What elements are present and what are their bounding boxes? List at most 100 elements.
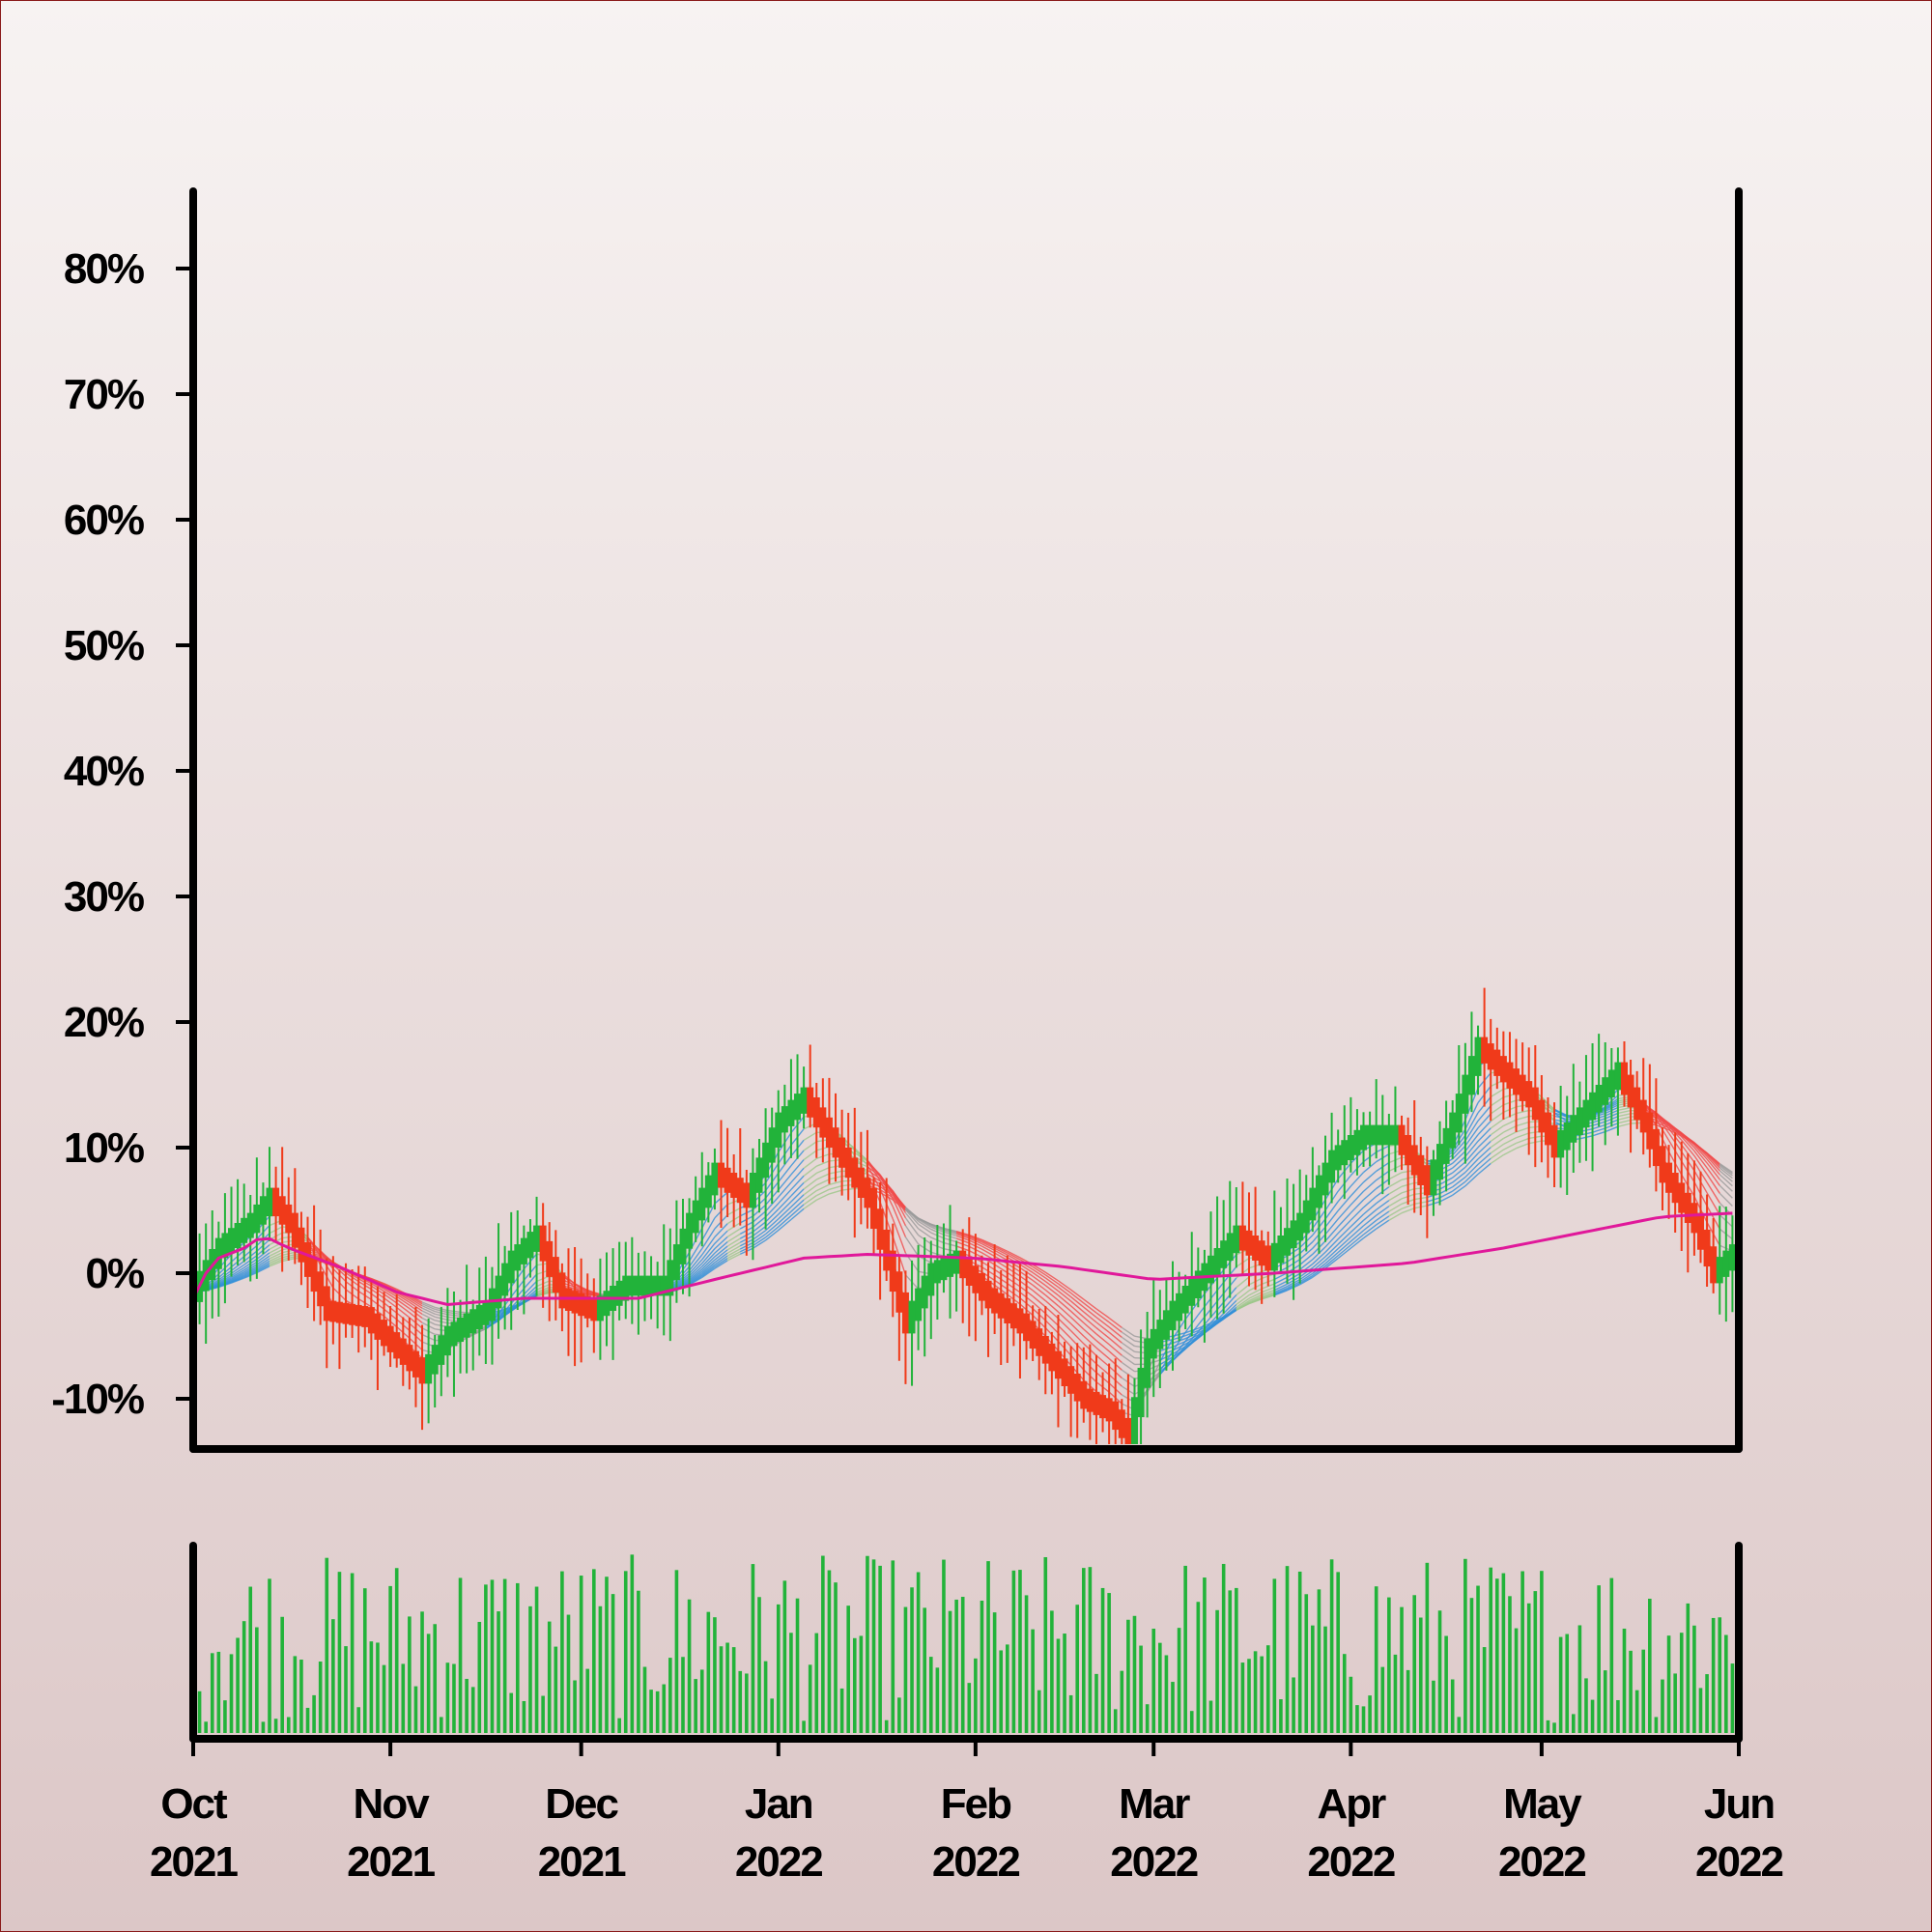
volume-bar xyxy=(770,1698,774,1733)
candle-body xyxy=(367,1307,375,1334)
candle-body xyxy=(425,1353,433,1384)
candle-body xyxy=(418,1357,426,1384)
ma-ribbon-segment xyxy=(421,1301,436,1309)
ma-ribbon-segment xyxy=(1706,1158,1720,1176)
candle-body xyxy=(1659,1146,1666,1183)
ma-ribbon-segment xyxy=(904,1217,920,1236)
candle-body xyxy=(672,1244,680,1281)
ma-ribbon-segment xyxy=(256,1264,270,1272)
volume-bar xyxy=(719,1646,724,1733)
candle-body xyxy=(1245,1230,1253,1256)
ma-ribbon-segment xyxy=(1388,1208,1403,1217)
ma-ribbon-segment xyxy=(1210,1318,1225,1327)
candle-body xyxy=(870,1187,878,1230)
ma-ribbon-segment xyxy=(1656,1117,1669,1125)
candle-body xyxy=(807,1087,814,1118)
volume-bar xyxy=(687,1599,692,1733)
candle-body xyxy=(1016,1308,1024,1334)
y-tick-label: 30% xyxy=(64,873,144,921)
ma-ribbon-segment xyxy=(803,1184,817,1196)
y-tick-label: 80% xyxy=(64,245,144,293)
candle-body xyxy=(438,1335,445,1365)
ma-ribbon-segment xyxy=(904,1225,920,1245)
ma-ribbon-segment xyxy=(1057,1318,1072,1332)
volume-bar xyxy=(1597,1585,1601,1733)
ma-ribbon-segment xyxy=(1083,1306,1097,1319)
volume-bar xyxy=(573,1680,577,1733)
ma-ribbon-segment xyxy=(905,1209,920,1220)
ma-ribbon-segment xyxy=(1452,1166,1466,1179)
volume-bar xyxy=(1151,1629,1156,1733)
x-tick-month: Oct xyxy=(160,1780,228,1828)
ma-ribbon-segment xyxy=(1350,1207,1365,1221)
x-tick-year: 2021 xyxy=(150,1838,238,1886)
volume-bar xyxy=(1432,1680,1435,1733)
ma-ribbon-segment xyxy=(1503,1137,1517,1146)
ma-ribbon-segment xyxy=(1376,1219,1390,1230)
candle-body xyxy=(1531,1087,1539,1121)
candle-body xyxy=(1665,1162,1673,1193)
candle-body xyxy=(1398,1124,1406,1155)
candle-body xyxy=(1226,1233,1234,1261)
ma-ribbon-segment xyxy=(753,1236,766,1247)
ma-ribbon-segment xyxy=(1044,1274,1059,1285)
candle-body xyxy=(1029,1321,1037,1349)
volume-bar xyxy=(1056,1638,1061,1733)
ma-ribbon-segment xyxy=(1592,1127,1605,1133)
volume-bar xyxy=(286,1717,291,1733)
ma-ribbon-segment xyxy=(1261,1286,1275,1293)
ma-ribbon-segment xyxy=(1058,1299,1072,1312)
candle-body xyxy=(457,1317,465,1343)
ma-ribbon-segment xyxy=(1236,1297,1250,1308)
ma-ribbon-segment xyxy=(1248,1292,1263,1299)
ma-ribbon-segment xyxy=(523,1286,538,1299)
ma-ribbon-segment xyxy=(1032,1275,1046,1287)
candle-body xyxy=(1690,1203,1698,1234)
volume-bar xyxy=(1177,1628,1181,1733)
ma-ribbon-segment xyxy=(1490,1088,1504,1098)
ma-ribbon-segment xyxy=(688,1239,703,1262)
ma-ribbon-segment xyxy=(778,1210,792,1224)
x-tick-year: 2022 xyxy=(735,1838,822,1886)
ma-ribbon-segment xyxy=(1464,1147,1479,1163)
candle-body xyxy=(1550,1124,1558,1158)
volume-bar xyxy=(1577,1625,1582,1733)
ma-ribbon-segment xyxy=(1248,1293,1263,1302)
ma-ribbon-segment xyxy=(1070,1322,1085,1337)
volume-bar xyxy=(808,1664,812,1733)
ma-ribbon-segment xyxy=(701,1252,716,1267)
volume-bar xyxy=(350,1573,355,1733)
volume-bar xyxy=(1661,1679,1664,1733)
ma-ribbon-segment xyxy=(1019,1264,1034,1273)
ma-ribbon-segment xyxy=(1452,1155,1466,1169)
ma-ribbon-segment xyxy=(1452,1151,1466,1164)
ma-ribbon-segment xyxy=(1706,1181,1720,1204)
ma-ribbon-segment xyxy=(1274,1286,1288,1293)
volume-bar xyxy=(1043,1556,1048,1733)
ma-ribbon-segment xyxy=(778,1195,792,1210)
candle-body xyxy=(1009,1303,1017,1329)
ma-ribbon-segment xyxy=(1388,1185,1403,1195)
ma-ribbon-segment xyxy=(1719,1167,1733,1179)
volume-bar xyxy=(617,1718,621,1733)
candle-body xyxy=(1023,1313,1031,1342)
ma-ribbon-segment xyxy=(1464,1163,1479,1179)
candle-body xyxy=(927,1263,935,1296)
ma-ribbon-segment xyxy=(1719,1192,1733,1208)
volume-bar xyxy=(1533,1591,1538,1733)
ma-ribbon-segment xyxy=(765,1203,780,1218)
candle-body xyxy=(393,1332,401,1359)
volume-bar xyxy=(1018,1570,1022,1733)
ma-ribbon-segment xyxy=(1490,1137,1504,1149)
candle-body xyxy=(399,1338,407,1365)
ma-ribbon-segment xyxy=(1070,1330,1085,1345)
ma-ribbon-segment xyxy=(918,1220,932,1231)
ma-ribbon-segment xyxy=(689,1263,703,1277)
volume-bar xyxy=(980,1601,984,1733)
candle-body xyxy=(1118,1409,1125,1438)
ma-ribbon-segment xyxy=(981,1248,995,1258)
candle-body xyxy=(1595,1085,1603,1113)
volume-bar xyxy=(1171,1682,1175,1733)
ma-ribbon-segment xyxy=(1261,1289,1275,1296)
volume-bar xyxy=(1139,1645,1143,1733)
